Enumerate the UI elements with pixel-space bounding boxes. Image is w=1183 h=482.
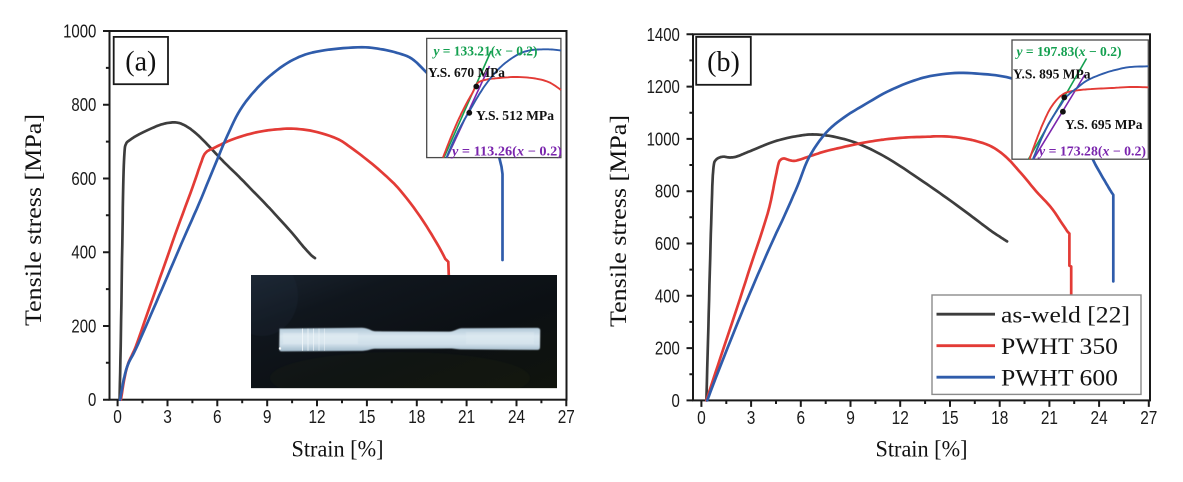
svg-text:800: 800 <box>655 182 680 202</box>
svg-text:1200: 1200 <box>647 77 680 97</box>
svg-text:15: 15 <box>941 408 958 428</box>
svg-text:PWHT 600: PWHT 600 <box>1001 365 1118 391</box>
svg-text:200: 200 <box>655 339 680 359</box>
svg-text:400: 400 <box>655 286 680 306</box>
svg-text:3: 3 <box>747 408 756 428</box>
svg-text:3: 3 <box>163 407 172 427</box>
svg-text:27: 27 <box>1140 408 1157 428</box>
svg-text:12: 12 <box>308 407 325 427</box>
svg-text:Tensile stress [MPa]: Tensile stress [MPa] <box>21 114 47 326</box>
svg-text:1000: 1000 <box>63 22 96 42</box>
svg-text:9: 9 <box>846 408 855 428</box>
svg-text:18: 18 <box>991 408 1008 428</box>
svg-text:(a): (a) <box>125 47 156 78</box>
svg-text:Tensile stress [MPa]: Tensile stress [MPa] <box>606 115 632 327</box>
svg-text:Y.S. 695 MPa: Y.S. 695 MPa <box>1065 117 1143 132</box>
svg-text:0: 0 <box>672 391 680 411</box>
svg-text:12: 12 <box>892 408 909 428</box>
svg-text:400: 400 <box>71 243 96 263</box>
svg-text:15: 15 <box>358 407 375 427</box>
svg-text:Y.S. 895 MPa: Y.S. 895 MPa <box>1013 67 1091 82</box>
svg-text:6: 6 <box>213 407 222 427</box>
svg-text:1000: 1000 <box>647 129 680 149</box>
svg-text:0: 0 <box>88 390 96 410</box>
svg-text:1400: 1400 <box>647 25 680 45</box>
svg-text:600: 600 <box>655 234 680 254</box>
svg-text:Strain [%]: Strain [%] <box>876 437 968 463</box>
svg-text:6: 6 <box>797 408 806 428</box>
svg-text:y = 197.83(x − 0.2): y = 197.83(x − 0.2) <box>1014 44 1121 59</box>
svg-text:y = 173.28(x − 0.2): y = 173.28(x − 0.2) <box>1037 144 1146 159</box>
svg-text:27: 27 <box>558 407 575 427</box>
svg-text:21: 21 <box>458 407 475 427</box>
svg-text:24: 24 <box>1091 408 1108 428</box>
svg-text:PWHT 350: PWHT 350 <box>1001 334 1118 360</box>
svg-text:18: 18 <box>408 407 425 427</box>
svg-text:800: 800 <box>71 95 96 115</box>
svg-text:y = 113.26(x − 0.2): y = 113.26(x − 0.2) <box>450 143 562 158</box>
svg-text:0: 0 <box>113 407 122 427</box>
svg-text:24: 24 <box>508 407 525 427</box>
svg-text:Y.S. 670 MPa: Y.S. 670 MPa <box>428 65 505 80</box>
svg-text:21: 21 <box>1041 408 1058 428</box>
svg-text:9: 9 <box>263 407 272 427</box>
svg-text:200: 200 <box>71 317 96 337</box>
svg-text:Strain [%]: Strain [%] <box>292 437 384 463</box>
svg-text:(b): (b) <box>707 47 740 78</box>
svg-text:y = 133.21(x − 0.2): y = 133.21(x − 0.2) <box>431 44 537 59</box>
svg-text:as-weld [22]: as-weld [22] <box>1001 302 1130 328</box>
svg-text:0: 0 <box>697 408 706 428</box>
svg-text:Y.S. 512 MPa: Y.S. 512 MPa <box>476 108 554 123</box>
svg-text:600: 600 <box>71 169 96 189</box>
